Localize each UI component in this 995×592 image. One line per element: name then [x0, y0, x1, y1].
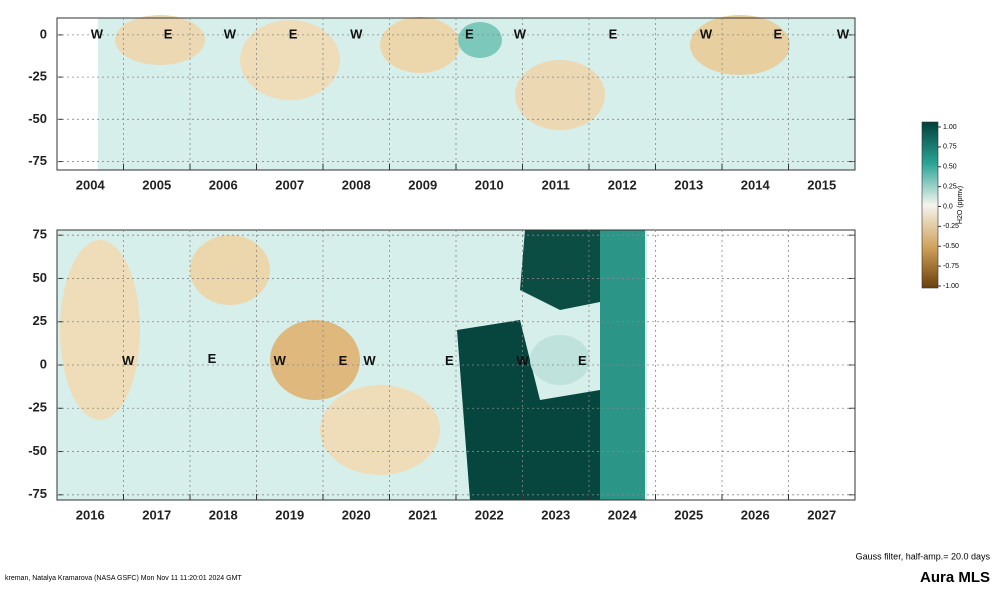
y-tick-label: 0 [40, 356, 47, 371]
colorbar-tick-label: -0.50 [943, 243, 959, 250]
footer-filter: Gauss filter, half-amp.= 20.0 days [856, 551, 991, 561]
annotation: E [164, 26, 173, 41]
colorbar-label: H2O (ppmv) [957, 186, 964, 224]
colorbar-tick-label: 1.00 [943, 124, 957, 131]
annotation: W [350, 26, 363, 41]
x-tick-label: 2017 [142, 507, 171, 522]
y-tick-label: -50 [28, 111, 47, 126]
colorbar-tick-label: -0.25 [943, 223, 959, 230]
x-tick-label: 2013 [674, 177, 703, 192]
x-tick-label: 2025 [674, 507, 703, 522]
annotation: E [445, 353, 454, 368]
x-tick-label: 2010 [475, 177, 504, 192]
annotation: E [465, 26, 474, 41]
colorbar-tick-label: 0.25 [943, 183, 957, 190]
y-tick-label: 25 [33, 313, 47, 328]
annotation: E [289, 26, 298, 41]
x-tick-label: 2014 [741, 177, 771, 192]
x-tick-label: 2024 [608, 507, 638, 522]
y-tick-label: -25 [28, 69, 47, 84]
x-tick-label: 2009 [408, 177, 437, 192]
x-tick-label: 2026 [741, 507, 770, 522]
colorbar-tick-label: -1.00 [943, 283, 959, 290]
annotation: E [208, 351, 217, 366]
x-tick-label: 2011 [542, 177, 570, 192]
annotation: W [91, 26, 104, 41]
annotation: W [122, 353, 135, 368]
annotation: W [700, 26, 713, 41]
y-tick-label: 75 [33, 227, 47, 242]
annotation: W [363, 353, 376, 368]
y-tick-label: 50 [33, 270, 47, 285]
annotation: E [578, 353, 587, 368]
x-tick-label: 2020 [342, 507, 371, 522]
colorbar-tick-label: 0.50 [943, 164, 957, 171]
x-tick-label: 2006 [209, 177, 238, 192]
x-tick-label: 2008 [342, 177, 371, 192]
annotation: W [837, 26, 850, 41]
annotation: W [224, 26, 237, 41]
y-tick-label: 0 [40, 26, 47, 41]
x-tick-label: 2007 [275, 177, 304, 192]
x-tick-label: 2027 [807, 507, 836, 522]
x-tick-label: 2012 [608, 177, 637, 192]
colorbar-tick-label: 0.0 [943, 203, 953, 210]
footer-source: Aura MLS [920, 569, 990, 586]
x-tick-label: 2019 [275, 507, 304, 522]
annotation: W [274, 353, 287, 368]
y-tick-label: -75 [28, 153, 47, 168]
footer-credit: kreman, Natalya Kramarova (NASA GSFC) Mo… [5, 575, 242, 582]
x-tick-label: 2005 [142, 177, 171, 192]
field-shading [57, 15, 855, 500]
annotation: E [609, 26, 618, 41]
x-tick-label: 2016 [76, 507, 105, 522]
annotation: E [339, 353, 348, 368]
annotation: W [514, 26, 527, 41]
y-tick-label: -75 [28, 486, 47, 501]
annotation: W [516, 353, 529, 368]
annotation: E [774, 26, 783, 41]
x-tick-label: 2021 [408, 507, 437, 522]
x-tick-label: 2015 [807, 177, 836, 192]
x-tick-label: 2022 [475, 507, 504, 522]
colorbar-tick-label: 0.75 [943, 144, 957, 151]
y-tick-label: -25 [28, 400, 47, 415]
x-tick-label: 2004 [76, 177, 106, 192]
colorbar-tick-label: -0.75 [943, 263, 959, 270]
x-tick-label: 2018 [209, 507, 238, 522]
y-tick-label: -50 [28, 443, 47, 458]
x-tick-label: 2023 [541, 507, 570, 522]
colorbar [921, 121, 939, 289]
